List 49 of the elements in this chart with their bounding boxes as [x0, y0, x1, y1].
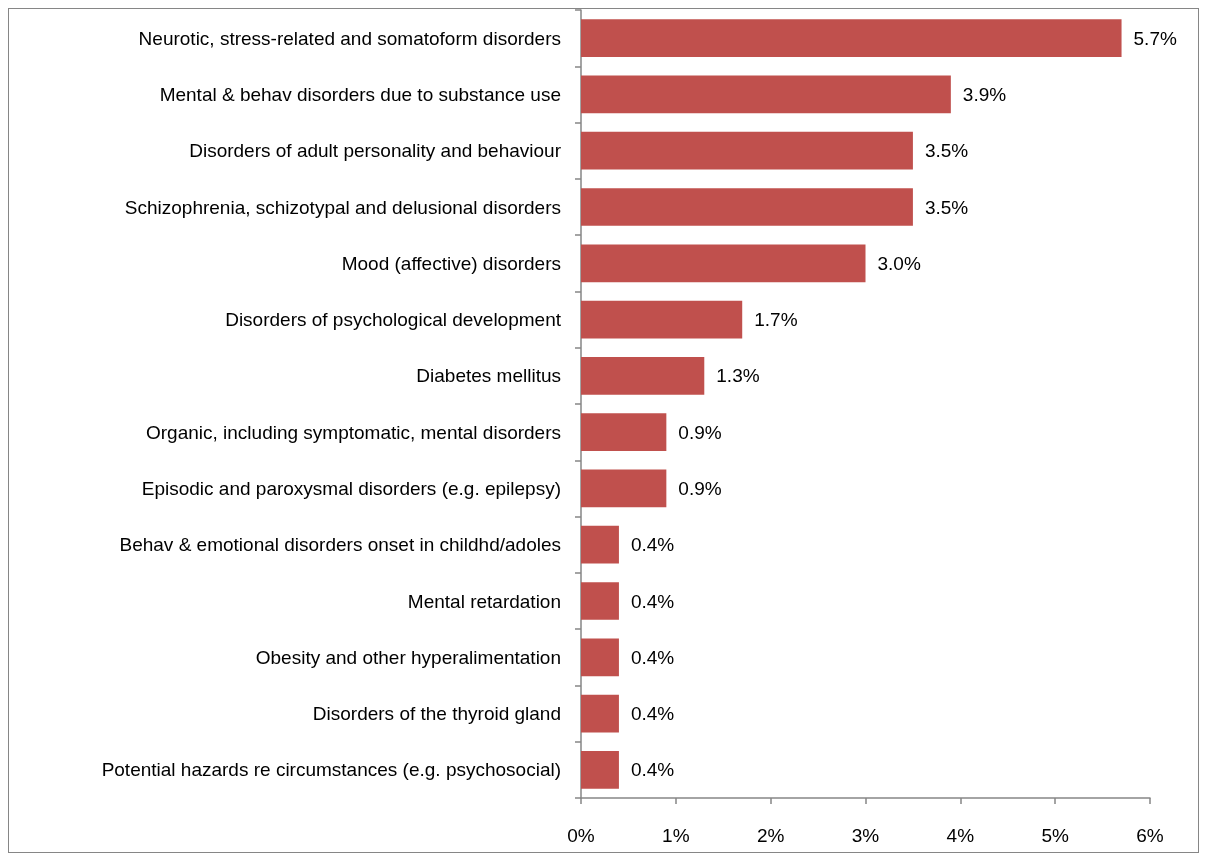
data-label: 0.4% [630, 590, 675, 612]
y-tick-label: Diabetes mellitus [416, 365, 561, 387]
bar [581, 75, 951, 114]
data-label: 0.4% [630, 646, 675, 668]
y-tick-label: Obesity and other hyperalimentation [255, 646, 561, 668]
x-tick-label: 2% [756, 825, 785, 846]
data-label: 3.9% [962, 83, 1007, 105]
data-label: 5.7% [1133, 27, 1177, 49]
bar [581, 638, 619, 677]
bar [581, 469, 667, 508]
data-label: 1.7% [754, 309, 798, 331]
bar [581, 751, 619, 789]
data-label: 0.4% [630, 534, 675, 556]
bar [581, 357, 705, 395]
bar [581, 300, 743, 339]
y-tick-label: Mental retardation [407, 590, 561, 612]
y-tick-label: Episodic and paroxysmal disorders (e.g. epilepsy) [141, 477, 561, 499]
y-tick-label: Potential hazards re circumstances (e.g. psychosocial) [101, 759, 561, 781]
bar [581, 19, 1122, 57]
bar [581, 188, 913, 226]
bar [581, 244, 866, 283]
data-label: 1.3% [716, 365, 760, 387]
data-label: 3.5% [924, 196, 969, 218]
x-tick-label: 1% [662, 825, 690, 846]
bar [581, 131, 913, 170]
bar [581, 525, 619, 564]
y-tick-label: Organic, including symptomatic, mental disorders [145, 421, 561, 443]
y-tick-label: Neurotic, stress-related and somatoform disorders [138, 27, 561, 49]
y-tick-label: Behav & emotional disorders onset in childhd/adoles [119, 534, 561, 556]
y-tick-label: Disorders of the thyroid gland [312, 703, 561, 725]
bar [581, 582, 619, 620]
x-tick-label: 0% [567, 825, 595, 846]
x-tick-label: 3% [851, 825, 880, 846]
bar [581, 413, 667, 451]
data-label: 0.4% [630, 703, 675, 725]
bar [581, 694, 619, 733]
y-tick-label: Disorders of adult personality and behaviour [189, 140, 562, 162]
data-label: 3.5% [924, 140, 969, 162]
y-tick-label: Mood (affective) disorders [341, 252, 561, 274]
data-label: 0.4% [630, 759, 675, 781]
x-tick-label: 4% [946, 825, 975, 846]
data-label: 3.0% [877, 252, 921, 274]
y-tick-label: Schizophrenia, schizotypal and delusional disorders [124, 196, 561, 218]
y-tick-label: Disorders of psychological development [225, 309, 562, 331]
data-label: 0.9% [678, 477, 722, 499]
y-tick-label: Mental & behav disorders due to substance use [159, 83, 561, 105]
data-label: 0.9% [678, 421, 722, 443]
x-tick-label: 6% [1136, 825, 1164, 846]
x-tick-label: 5% [1041, 825, 1069, 846]
